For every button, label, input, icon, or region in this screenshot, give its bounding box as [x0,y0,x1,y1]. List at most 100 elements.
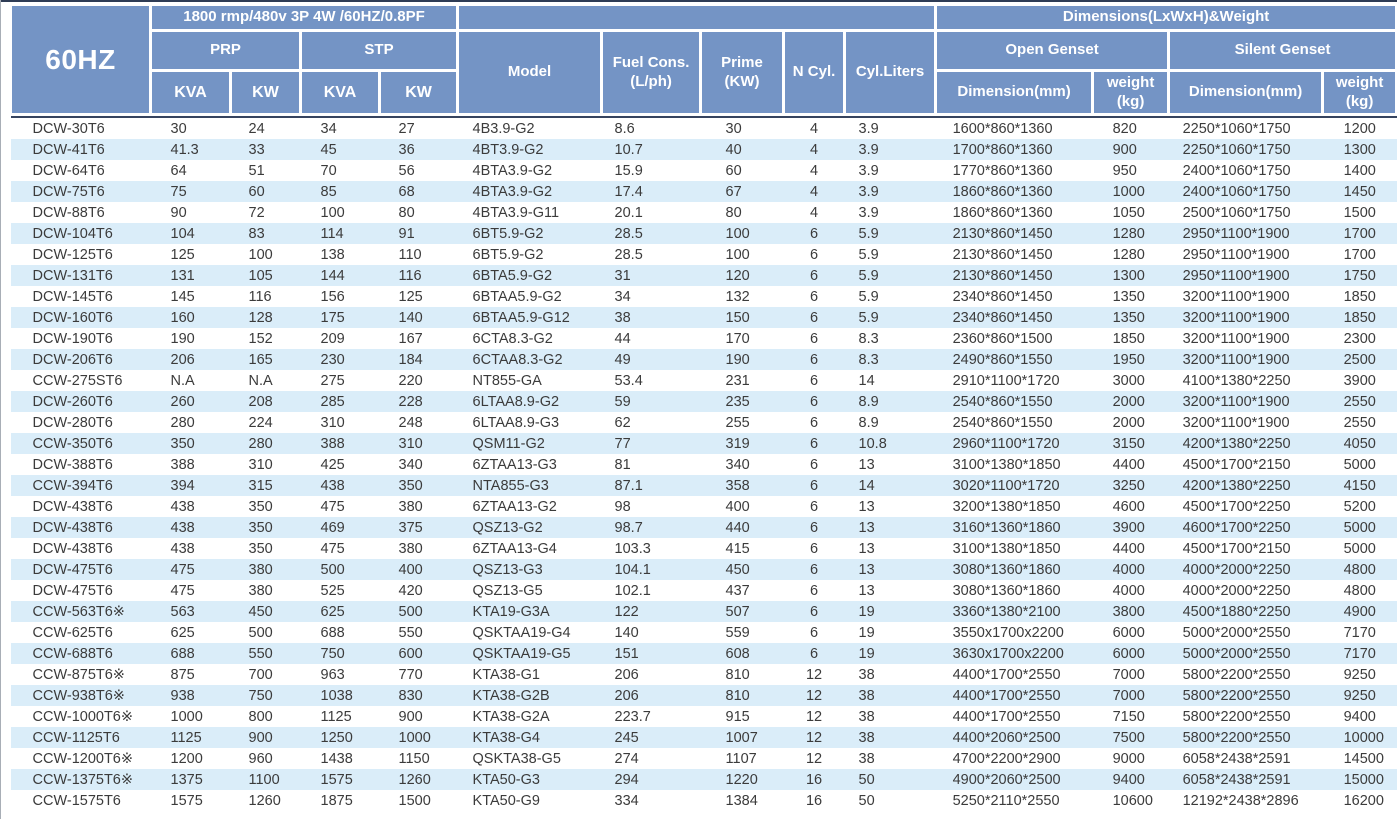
cell-prp-kw: 33 [248,141,265,158]
cell-n-cyl: 6 [809,435,819,452]
cell-stp-kva: 230 [320,351,345,368]
cell-prime-kw: 231 [725,372,750,389]
cell-prime-kw: 67 [725,183,742,200]
cell-silent-weight: 5000 [1343,519,1376,536]
cell-model-name: DCW-438T6 [32,519,113,536]
cell-prp-kva: 388 [170,456,195,473]
cell-stp-kva: 475 [320,540,345,557]
cell-prp-kw: 750 [248,687,273,704]
cell-prime-kw: 415 [725,540,750,557]
cell-silent-dimension: 3200*1100*1900 [1182,288,1290,305]
cell-stp-kw: 770 [398,666,423,683]
cell-open-weight: 3150 [1112,435,1145,452]
cell-open-dimension: 3360*1380*2100 [952,603,1061,620]
cell-prp-kva: 131 [170,267,195,284]
cell-fuel-cons: 206 [614,666,639,683]
table-row: DCW-190T6 190 152 209 167 6CTA8.3-G2 44 170 6 8.3… [10,328,1397,349]
cell-open-weight: 2000 [1112,414,1145,431]
cell-prp-kw: 1260 [248,792,281,809]
page-left-border [0,0,1,819]
cell-prp-kw: 116 [248,288,272,305]
header-fuel-cons: Fuel Cons. (L/ph) [600,29,703,116]
cell-model-name: CCW-394T6 [32,477,113,494]
cell-fuel-cons: 62 [614,414,631,431]
cell-stp-kw: 350 [398,477,423,494]
cell-open-weight: 820 [1112,120,1137,137]
cell-stp-kva: 285 [320,393,345,410]
cell-stp-kw: 184 [398,351,423,368]
cell-silent-dimension: 5800*2200*2550 [1182,666,1291,683]
header-open-weight: weight (kg) [1091,69,1171,116]
cell-silent-dimension: 2250*1060*1750 [1182,120,1291,137]
table-row: DCW-131T6 131 105 144 116 6BTA5.9-G2 31 120 6 5.9… [10,265,1397,286]
cell-fuel-cons: 104.1 [614,561,651,578]
cell-prime-kw: 450 [725,561,750,578]
cell-stp-kva: 156 [320,288,345,305]
cell-stp-kw: 600 [398,645,423,662]
cell-engine-model: 4BTA3.9-G11 [472,204,560,221]
cell-open-weight: 3250 [1112,477,1145,494]
header-cyl-liters: Cyl.Liters [843,29,938,116]
cell-silent-weight: 1450 [1343,183,1376,200]
cell-stp-kva: 45 [320,141,337,158]
cell-prp-kva: 206 [170,351,195,368]
cell-stp-kw: 1260 [398,771,431,788]
cell-silent-dimension: 2950*1100*1900 [1182,225,1290,242]
cell-engine-model: QSZ13-G3 [472,561,543,578]
cell-engine-model: QSKTAA19-G4 [472,624,571,641]
cell-cyl-liters: 3.9 [858,204,879,221]
cell-engine-model: KTA19-G3A [472,603,550,620]
cell-open-weight: 9000 [1112,750,1145,767]
cell-silent-weight: 1700 [1343,246,1376,263]
cell-engine-model: NT855-GA [472,372,542,389]
cell-stp-kw: 340 [398,456,423,473]
cell-n-cyl: 4 [809,120,819,137]
table-row: CCW-1200T6※ 1200 960 1438 1150 QSKTA38-G5 274 1… [10,748,1397,769]
cell-stp-kva: 750 [320,645,345,662]
cell-open-weight: 1280 [1112,246,1145,263]
cell-silent-dimension: 2250*1060*1750 [1182,141,1291,158]
cell-silent-dimension: 4500*1700*2150 [1182,540,1291,557]
cell-fuel-cons: 28.5 [614,225,643,242]
cell-engine-model: QSKTA38-G5 [472,750,561,767]
cell-prime-kw: 120 [725,267,750,284]
cell-prp-kw: 224 [248,414,273,431]
cell-model-name: DCW-75T6 [32,183,105,200]
cell-silent-dimension: 6058*2438*2591 [1182,771,1291,788]
cell-prp-kw: 83 [248,225,265,242]
cell-silent-weight: 5200 [1343,498,1376,515]
cell-open-weight: 7500 [1112,729,1145,746]
cell-open-dimension: 1600*860*1360 [952,120,1053,137]
cell-silent-weight: 4050 [1343,435,1376,452]
cell-cyl-liters: 14 [858,372,875,389]
cell-model-name: CCW-938T6※ [32,687,125,704]
cell-prp-kw: 500 [248,624,273,641]
cell-prp-kw: 350 [248,540,273,557]
cell-n-cyl: 6 [809,351,819,368]
cell-model-name: DCW-30T6 [32,120,105,137]
cell-open-dimension: 1700*860*1360 [952,141,1053,158]
cell-engine-model: KTA38-G2B [472,687,550,704]
cell-open-weight: 1300 [1112,267,1145,284]
cell-stp-kva: 1250 [320,729,353,746]
cell-stp-kva: 500 [320,561,345,578]
table-row: DCW-64T6 64 51 70 56 4BTA3.9-G2 15.9 60 4 3.9 1770… [10,160,1397,181]
header-prp-kw: KW [229,69,302,116]
cell-n-cyl: 6 [809,540,819,557]
table-row: DCW-41T6 41.3 33 45 36 4BT3.9-G2 10.7 40 4 3.9 170… [10,139,1397,160]
cell-prime-kw: 440 [725,519,750,536]
cell-prp-kva: 145 [170,288,195,305]
table-row: DCW-438T6 438 350 475 380 6ZTAA13-G2 98 400 6 13 3… [10,496,1397,517]
table-row: DCW-260T6 260 208 285 228 6LTAA8.9-G2 59 235 6 8.… [10,391,1397,412]
cell-silent-dimension: 3200*1100*1900 [1182,330,1290,347]
cell-open-dimension: 1770*860*1360 [952,162,1053,179]
cell-prp-kw: 960 [248,750,273,767]
cell-prp-kw: 550 [248,645,273,662]
cell-open-dimension: 1860*860*1360 [952,204,1053,221]
cell-silent-dimension: 4200*1380*2250 [1182,477,1291,494]
cell-cyl-liters: 10.8 [858,435,887,452]
cell-prime-kw: 40 [725,141,742,158]
cell-prp-kva: 125 [170,246,195,263]
cell-engine-model: KTA50-G3 [472,771,540,788]
cell-silent-dimension: 2400*1060*1750 [1182,162,1291,179]
